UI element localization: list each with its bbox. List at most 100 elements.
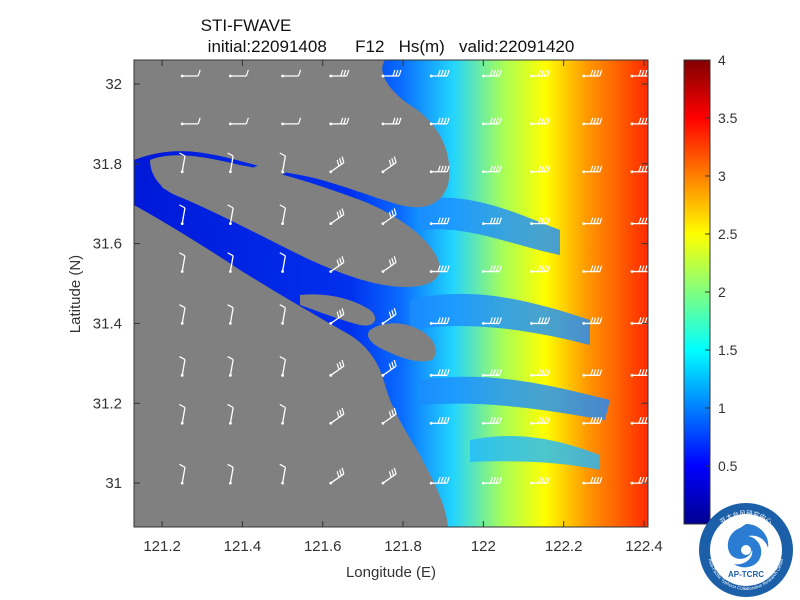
wind-barb <box>530 69 551 78</box>
wind-barb <box>530 476 551 485</box>
colorbar-tick-label: 3.5 <box>718 110 738 126</box>
wind-barb <box>227 304 234 325</box>
wind-barb <box>381 467 397 485</box>
y-tick-label: 31.6 <box>93 236 122 253</box>
wind-barb <box>179 304 186 325</box>
wind-barb <box>481 369 502 377</box>
wind-barb <box>227 356 234 377</box>
shoal-band <box>420 197 560 255</box>
wind-barb <box>381 308 397 325</box>
wind-barb <box>227 204 234 226</box>
colorbar: 0.5 1 1.5 2 2.5 3 3.5 4 <box>683 52 738 525</box>
wind-barb <box>481 69 502 78</box>
wind-barbs <box>179 69 651 485</box>
wind-barb <box>179 252 186 273</box>
wind-barb <box>279 152 286 174</box>
y-tick-label: 31.4 <box>93 315 122 332</box>
wind-barb <box>381 407 397 425</box>
land-north-bank <box>134 60 450 208</box>
wind-barb <box>429 369 450 377</box>
x-axis-label: Longitude (E) <box>346 564 436 581</box>
wind-barb <box>481 476 502 485</box>
wind-barb <box>179 152 186 174</box>
wind-barb <box>279 356 286 377</box>
wind-barb <box>279 463 286 485</box>
wind-barb <box>228 117 249 126</box>
wind-barb <box>179 403 186 425</box>
wind-barb <box>227 403 234 425</box>
wind-barb <box>630 417 651 425</box>
wind-barb <box>180 69 201 78</box>
wind-barb <box>582 317 603 325</box>
wind-barb <box>381 117 402 126</box>
land-island-middle <box>368 323 436 362</box>
colorbar-tick-label: 4 <box>718 52 726 68</box>
ap-tcrc-logo: AP-TCRC Asia-Pacific Typhoon Collaborati… <box>699 503 793 597</box>
wind-barb <box>179 463 186 485</box>
plot-frame <box>133 59 649 528</box>
wind-barb <box>279 403 286 425</box>
land-island-middle <box>300 294 376 326</box>
wind-barb <box>429 117 450 126</box>
wind-barb <box>179 204 186 226</box>
colorbar-tick-label: 1 <box>718 400 726 416</box>
wind-barb <box>429 317 450 325</box>
wind-barb <box>429 265 450 273</box>
wind-barb <box>329 359 345 377</box>
y-axis: 31 31.2 31.4 31.6 31.8 32 <box>93 76 648 492</box>
wind-barb <box>530 265 551 273</box>
colorbar-tick-label: 0.5 <box>718 458 738 474</box>
wind-barb <box>381 359 397 377</box>
land-island-small <box>252 164 288 176</box>
colorbar-tick-label: 2 <box>718 284 726 300</box>
land-island-large <box>150 155 440 287</box>
wind-barb <box>481 417 502 425</box>
chart-title-line2: initial:22091408 F12 Hs(m) valid:2209142… <box>208 37 575 56</box>
wind-barb <box>582 265 603 273</box>
wind-barb <box>429 476 450 485</box>
wind-barb <box>530 117 551 126</box>
wind-barb <box>429 217 450 226</box>
shoal-band <box>410 293 590 345</box>
land-island-small <box>159 166 177 190</box>
wind-barb <box>281 69 302 78</box>
wind-barb <box>228 69 249 78</box>
colorbar-tick-label: 1.5 <box>718 342 738 358</box>
y-tick-label: 31.2 <box>93 395 122 412</box>
shoal-band <box>470 435 600 470</box>
wind-barb <box>530 217 551 226</box>
x-tick-label: 122.2 <box>545 538 583 555</box>
wind-barb <box>630 117 651 126</box>
wind-barb <box>227 252 234 273</box>
wind-barb <box>530 369 551 377</box>
wind-barb <box>481 117 502 126</box>
shoal-band <box>420 376 610 420</box>
wind-barb <box>329 208 345 226</box>
x-tick-label: 122 <box>471 538 496 555</box>
wind-barb <box>530 317 551 325</box>
wind-barb <box>180 117 201 126</box>
y-tick-label: 32 <box>105 76 122 93</box>
wind-barb <box>582 369 603 377</box>
wind-barb <box>329 156 345 174</box>
wind-barb <box>279 304 286 325</box>
wind-barb <box>281 117 302 126</box>
wind-barb <box>630 69 651 78</box>
wind-barb <box>381 156 397 174</box>
y-axis-label: Latitude (N) <box>67 255 84 333</box>
x-tick-label: 121.8 <box>384 538 422 555</box>
wind-barb <box>329 256 345 273</box>
wind-barb <box>582 69 603 78</box>
wind-barb <box>481 217 502 226</box>
wind-barb <box>381 69 402 78</box>
x-tick-label: 121.6 <box>304 538 342 555</box>
colorbar-tick-label: 3 <box>718 168 726 184</box>
wind-barb <box>381 208 397 226</box>
wind-barb <box>179 356 186 377</box>
wind-barb <box>582 217 603 226</box>
y-tick-label: 31 <box>105 475 122 492</box>
logo-text: AP-TCRC <box>728 570 764 579</box>
wind-barb <box>530 417 551 425</box>
wind-barb <box>582 117 603 126</box>
